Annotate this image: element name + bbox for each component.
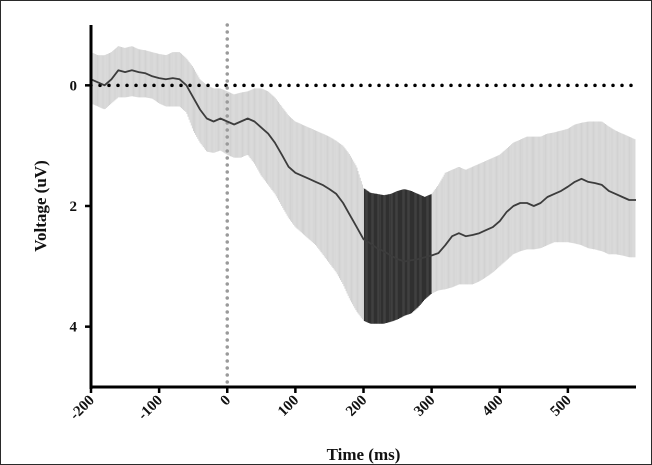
- y-tick-label: 2: [70, 199, 78, 215]
- axes: [85, 25, 636, 393]
- x-tick-label: 500: [547, 393, 574, 420]
- confidence-band: [90, 46, 636, 324]
- x-tick-label: 200: [343, 393, 370, 420]
- x-axis-title: Time (ms): [327, 445, 401, 464]
- x-tick-label: -100: [135, 393, 166, 424]
- y-tick-label: 0: [70, 78, 78, 94]
- x-tick-label: 0: [217, 393, 234, 410]
- x-tick-label: 400: [479, 393, 506, 420]
- y-axis-title: Voltage (uV): [31, 160, 50, 251]
- x-tick-label: 300: [411, 393, 438, 420]
- mean-line: [90, 69, 636, 263]
- reference-lines: [89, 23, 638, 389]
- x-tick-label: -200: [67, 393, 98, 424]
- y-tick-label: 4: [70, 320, 78, 336]
- mean-waveform: [90, 69, 636, 263]
- x-tick-label: 100: [275, 393, 302, 420]
